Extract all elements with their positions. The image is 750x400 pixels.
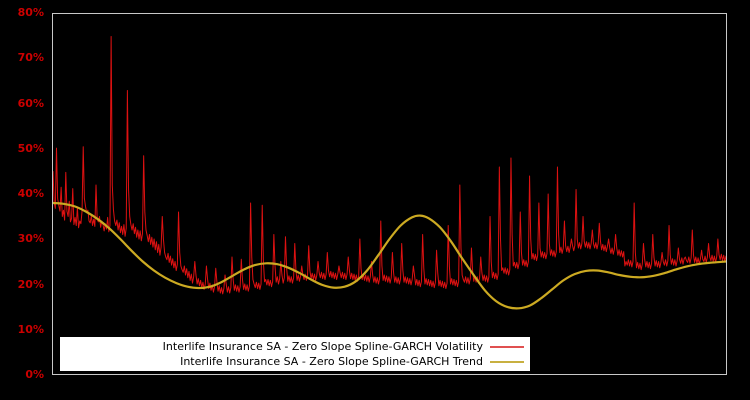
legend-swatch-volatility: [490, 345, 524, 348]
legend-label-volatility: Interlife Insurance SA - Zero Slope Spli…: [162, 340, 483, 353]
y-axis-tick-60: 60%: [17, 96, 44, 110]
legend-item-trend: Interlife Insurance SA - Zero Slope Spli…: [60, 354, 530, 369]
plot-canvas: [53, 36, 726, 310]
y-axis-tick-70: 70%: [17, 51, 44, 65]
trend-series-line: [53, 201, 726, 310]
legend-label-trend: Interlife Insurance SA - Zero Slope Spli…: [180, 355, 483, 368]
y-axis-tick-50: 50%: [17, 141, 44, 155]
volatility-series-line: [53, 36, 726, 295]
chart-legend: Interlife Insurance SA - Zero Slope Spli…: [60, 337, 530, 371]
y-axis-tick-80: 80%: [17, 6, 44, 19]
plot-area: [52, 13, 727, 375]
legend-item-volatility: Interlife Insurance SA - Zero Slope Spli…: [60, 339, 530, 354]
y-axis-tick-30: 30%: [17, 232, 44, 246]
y-axis-tick-0: 0%: [25, 368, 44, 381]
legend-swatch-trend: [490, 360, 524, 363]
y-axis-tick-10: 10%: [17, 322, 44, 336]
y-axis-tick-40: 40%: [17, 187, 44, 200]
y-axis-tick-20: 20%: [17, 277, 44, 291]
